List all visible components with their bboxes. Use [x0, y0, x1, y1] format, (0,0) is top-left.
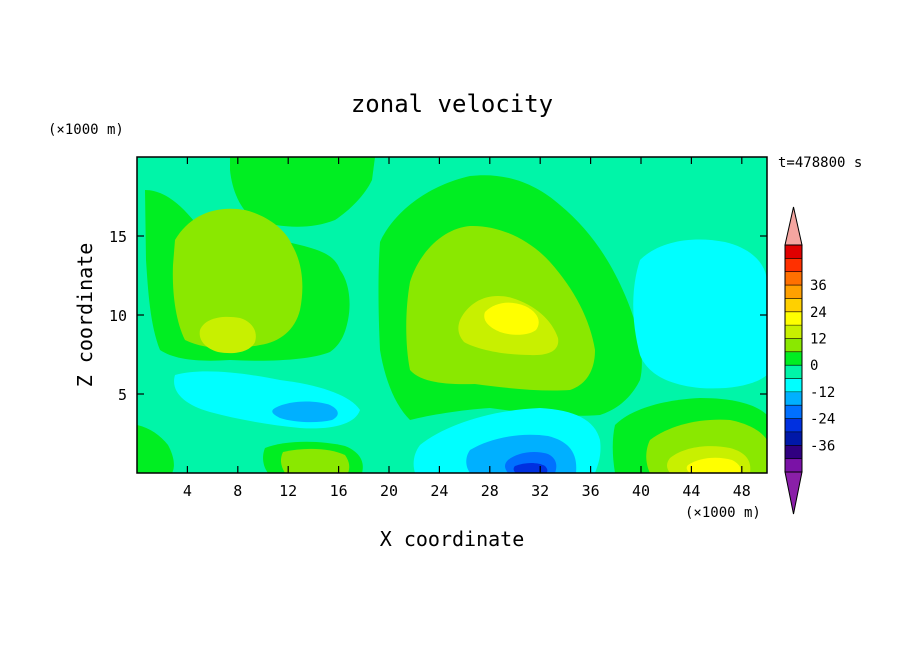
colorbar-tick-label-1: 24 [810, 305, 827, 321]
y-tick-label-2: 15 [109, 228, 127, 246]
x-tick-label-4: 20 [380, 482, 398, 500]
colorbar-level-0 [785, 458, 802, 473]
time-label: t=478800 s [778, 155, 862, 171]
colorbar-level-13 [785, 285, 802, 299]
colorbar-tick-label-3: 0 [810, 358, 818, 374]
contour-0-lower-left [137, 425, 174, 473]
colorbar-level-15 [785, 258, 802, 273]
contour-neg6-right [633, 239, 767, 389]
x-tick-label-5: 24 [430, 482, 448, 500]
x-tick-label-10: 44 [682, 482, 700, 500]
x-axis-ticks: 4 8 12 16 20 24 28 32 36 40 44 48 [183, 157, 751, 500]
colorbar: 36 24 12 0 -12 -24 -36 [784, 206, 835, 515]
x-tick-label-3: 16 [330, 482, 348, 500]
contour-6-bottom-mid [280, 448, 350, 473]
x-tick-label-7: 32 [531, 482, 549, 500]
contour-6-upper-left [172, 208, 303, 349]
x-tick-label-8: 36 [582, 482, 600, 500]
x-tick-label-2: 12 [279, 482, 297, 500]
contour-yellow-center [484, 302, 539, 335]
contour-field [137, 157, 767, 473]
colorbar-level-16 [785, 245, 802, 259]
colorbar-level-11 [785, 311, 802, 326]
colorbar-tick-label-6: -36 [810, 438, 835, 454]
colorbar-level-2 [785, 431, 802, 446]
x-axis-label: X coordinate [380, 527, 525, 551]
x-tick-label-6: 28 [481, 482, 499, 500]
contour-neg12-left [272, 401, 338, 423]
colorbar-level-4 [785, 405, 802, 419]
colorbar-tick-label-2: 12 [810, 331, 827, 347]
colorbar-level-9 [785, 338, 802, 353]
x-tick-label-0: 4 [183, 482, 192, 500]
y-axis-label: Z coordinate [73, 243, 97, 388]
x-tick-label-11: 48 [733, 482, 751, 500]
y-axis-ticks: 5 10 15 [109, 228, 767, 404]
x-tick-label-9: 40 [632, 482, 650, 500]
colorbar-tick-label-0: 36 [810, 278, 827, 294]
contour-12-left [199, 316, 256, 354]
contour-0-top-strip [230, 157, 375, 227]
chart-title: zonal velocity [351, 90, 553, 118]
colorbar-over-triangle [784, 206, 803, 246]
colorbar-level-8 [785, 351, 802, 366]
x-tick-label-1: 8 [233, 482, 242, 500]
colorbar-level-7 [785, 365, 802, 379]
colorbar-level-5 [785, 391, 802, 406]
colorbar-under-triangle [784, 471, 803, 515]
colorbar-tick-label-5: -24 [810, 412, 835, 428]
colorbar-level-6 [785, 378, 802, 393]
y-tick-label-1: 10 [109, 307, 127, 325]
colorbar-level-12 [785, 298, 802, 313]
colorbar-level-1 [785, 445, 802, 460]
colorbar-level-10 [785, 325, 802, 339]
y-unit-label: (×1000 m) [48, 122, 124, 138]
colorbar-tick-label-4: -12 [810, 385, 835, 401]
x-unit-label: (×1000 m) [685, 505, 761, 521]
contour-yellow-lower-right [686, 457, 741, 473]
y-tick-label-0: 5 [118, 386, 127, 404]
contour-neg24-center [513, 463, 548, 473]
colorbar-level-14 [785, 271, 802, 286]
colorbar-level-3 [785, 418, 802, 433]
